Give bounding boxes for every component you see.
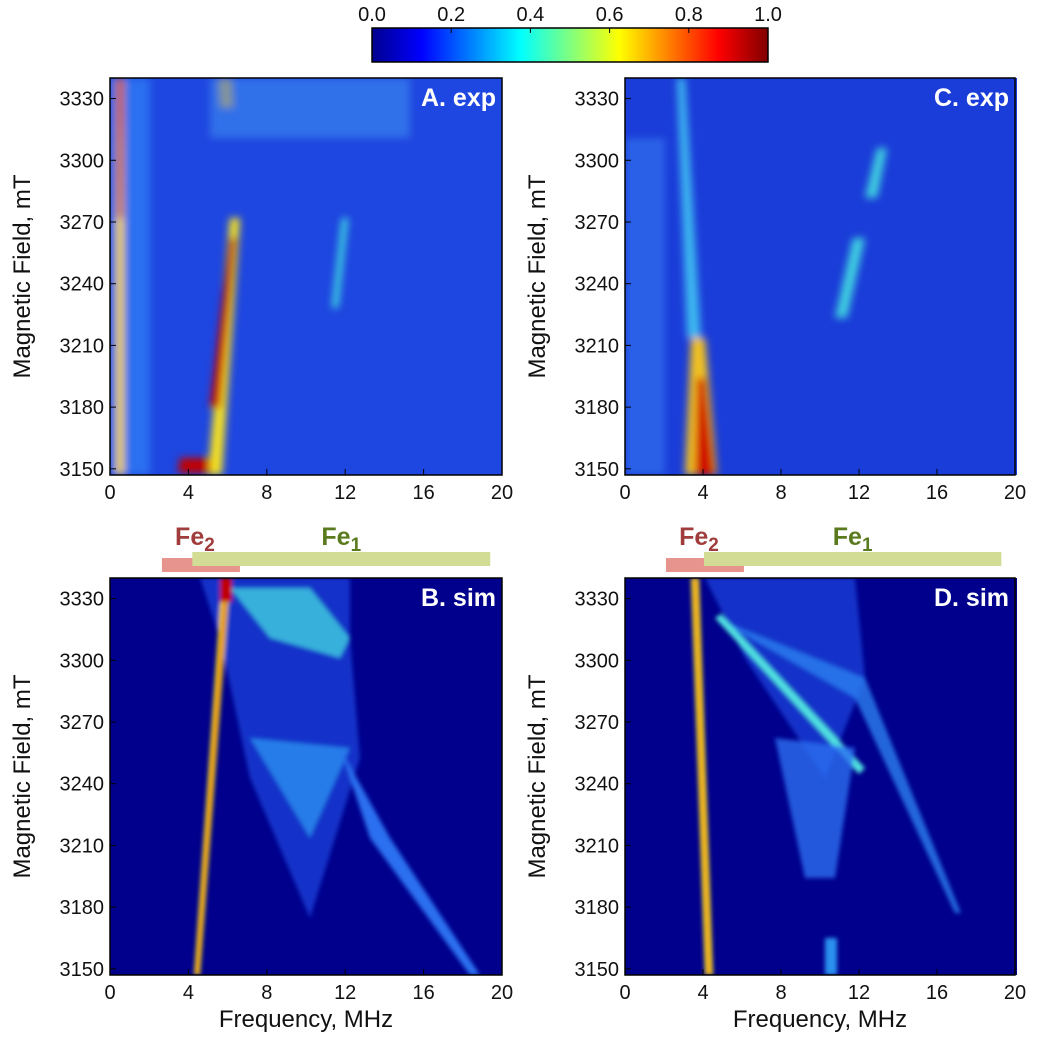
colorbar-tick-label: 0.6 [596,4,624,26]
x-axis-label: Frequency, MHz [733,1006,907,1033]
y-axis-label: Magnetic Field, mT [9,674,36,878]
plot-frame [109,577,503,976]
y-tick-label: 3240 [575,274,620,296]
y-tick-label: 3330 [575,89,620,111]
x-tick-label: 20 [1004,982,1026,1004]
x-tick-label: 20 [491,482,513,504]
y-tick-label: 3210 [60,335,105,357]
band-label-subscript: 2 [708,535,719,556]
plot-frame [624,77,1016,476]
band-label-subscript: 2 [204,535,215,556]
band-label-subscript: 1 [351,535,362,556]
x-tick-label: 8 [775,982,786,1004]
x-tick-label: 8 [775,482,786,504]
y-axis-label: Magnetic Field, mT [524,674,551,878]
x-tick-label: 20 [1004,482,1026,504]
x-tick-label: 4 [697,482,708,504]
plot-frame [624,577,1016,976]
colorbar-tick-label: 0.0 [358,4,386,26]
y-tick-label: 3180 [575,897,620,919]
y-tick-label: 3240 [575,774,620,796]
y-tick-label: 3270 [575,712,620,734]
y-tick-label: 3180 [60,397,105,419]
heatmap-image [110,578,502,975]
y-tick-label: 3300 [60,650,105,672]
x-tick-label: 20 [491,982,513,1004]
panel-title: A. exp [421,84,496,112]
x-tick-label: 0 [619,482,630,504]
x-tick-label: 4 [183,982,194,1004]
y-tick-label: 3210 [575,335,620,357]
x-tick-label: 12 [334,482,356,504]
y-tick-label: 3330 [60,589,105,611]
x-tick-label: 16 [926,482,948,504]
x-tick-label: 4 [183,482,194,504]
x-tick-label: 0 [104,482,115,504]
panel-title: D. sim [934,584,1009,612]
colorbar-tick-label: 1.0 [754,4,782,26]
y-tick-label: 3270 [60,212,105,234]
colorbar-tick-label: 0.2 [437,4,465,26]
band-label-text: Fe [833,523,862,551]
band-label-text: Fe [321,523,350,551]
panel-title: C. exp [934,84,1009,112]
y-tick-label: 3150 [575,959,620,981]
band-label-text: Fe [175,523,204,551]
band-label-subscript: 1 [862,535,873,556]
y-tick-label: 3150 [575,459,620,481]
y-tick-label: 3180 [575,397,620,419]
x-tick-label: 0 [104,982,115,1004]
y-tick-label: 3270 [60,712,105,734]
band-label: Fe2 [175,523,215,556]
x-tick-label: 12 [334,982,356,1004]
band-label: Fe2 [679,523,719,556]
y-tick-label: 3180 [60,897,105,919]
y-axis-label: Magnetic Field, mT [524,174,551,378]
colorbar-tick-label: 0.8 [675,4,703,26]
y-tick-label: 3210 [60,835,105,857]
x-tick-label: 12 [848,482,870,504]
y-tick-label: 3300 [575,150,620,172]
panel-title: B. sim [421,584,496,612]
plot-frame [109,77,503,476]
x-tick-label: 16 [926,982,948,1004]
heatmap-image [625,78,1017,475]
heatmap-image [625,578,1017,975]
x-tick-label: 4 [697,982,708,1004]
x-tick-label: 16 [412,982,434,1004]
y-tick-label: 3150 [60,459,105,481]
y-tick-label: 3270 [575,212,620,234]
band-bar [703,552,1002,566]
heatmap-image [110,78,502,475]
band-label: Fe1 [833,523,873,556]
x-tick-label: 8 [261,482,272,504]
y-tick-label: 3210 [575,835,620,857]
x-tick-label: 8 [261,982,272,1004]
y-tick-label: 3300 [60,150,105,172]
x-tick-label: 0 [619,982,630,1004]
y-axis-label: Magnetic Field, mT [9,174,36,378]
x-tick-label: 16 [412,482,434,504]
colorbar-tick-label: 0.4 [516,4,544,26]
y-tick-label: 3330 [60,89,105,111]
y-tick-label: 3240 [60,774,105,796]
y-tick-label: 3330 [575,589,620,611]
band-label-text: Fe [679,523,708,551]
band-bar [192,552,491,566]
y-tick-label: 3300 [575,650,620,672]
band-label: Fe1 [321,523,361,556]
x-tick-label: 12 [848,982,870,1004]
x-axis-label: Frequency, MHz [219,1006,393,1033]
colorbar [371,27,769,63]
y-tick-label: 3150 [60,959,105,981]
y-tick-label: 3240 [60,274,105,296]
